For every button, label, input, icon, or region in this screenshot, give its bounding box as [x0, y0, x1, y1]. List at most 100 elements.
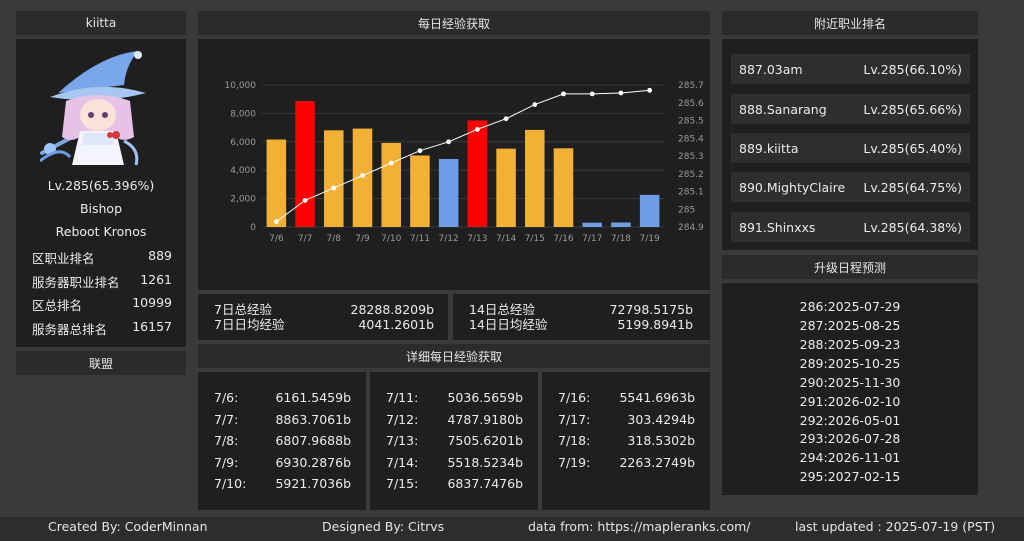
- prediction-item: 287:2025-08-25: [799, 318, 901, 333]
- exp-bar: [410, 155, 430, 227]
- prediction-panel: [722, 283, 978, 495]
- y-tick-label: 4,000: [230, 166, 256, 176]
- ranking-player-name: 890.MightyClaire: [739, 179, 846, 195]
- detail-col3-panel: [542, 372, 710, 510]
- prediction-item: 295:2027-02-15: [799, 469, 901, 484]
- prediction-item: 292:2026-05-01: [799, 413, 901, 428]
- detail-row: 7/16: 5541.6963b: [558, 390, 695, 405]
- exp-bar: [295, 101, 315, 227]
- ranking-title: 附近职业排名: [813, 16, 886, 31]
- character-server: Reboot Kronos: [55, 224, 147, 239]
- ranking-item[interactable]: 887.03am Lv.285(66.10%): [731, 54, 970, 84]
- detail-value: 6837.7476b: [447, 476, 523, 491]
- level-point: [446, 139, 452, 145]
- level-progress-line: [276, 89, 650, 223]
- level-point: [474, 126, 480, 132]
- detail-date: 7/13:: [386, 433, 419, 448]
- stat-value: 1261: [140, 272, 172, 287]
- x-tick-label: 7/12: [439, 234, 459, 244]
- x-tick-label: 7/6: [269, 234, 284, 244]
- summary-value: 28288.8209b: [350, 302, 434, 317]
- summary-14day-avg: 14日日均经验 5199.8941b: [469, 318, 693, 332]
- prediction-item: 289:2025-10-25: [799, 356, 901, 371]
- level-point: [302, 197, 308, 203]
- stat-row-region-total-rank: 区总排名 10999: [32, 295, 172, 314]
- summary-label: 7日总经验: [214, 302, 272, 317]
- detail-date: 7/19:: [558, 455, 591, 470]
- character-avatar: [40, 51, 146, 166]
- x-tick-label: 7/18: [611, 234, 631, 244]
- x-tick-label: 7/13: [467, 234, 487, 244]
- detail-value: 7505.6201b: [447, 433, 523, 448]
- footer-designed-by: Designed By: Citrvs: [322, 519, 445, 534]
- detail-date: 7/11:: [386, 390, 419, 405]
- exp-bar: [611, 222, 631, 227]
- detail-date: 7/12:: [386, 412, 419, 427]
- exp-bar: [324, 130, 344, 227]
- detail-row: 7/18: 318.5302b: [558, 433, 695, 448]
- detail-value: 5541.6963b: [619, 390, 695, 405]
- detail-title: 详细每日经验获取: [405, 349, 502, 364]
- character-job: Bishop: [79, 201, 123, 216]
- detail-row: 7/11: 5036.5659b: [386, 390, 523, 405]
- footer-last-updated: last updated : 2025-07-19 (PST): [795, 519, 996, 534]
- level-point: [561, 91, 566, 97]
- y-tick-label: 0: [250, 223, 256, 233]
- stat-row-region-job-rank: 区职业排名 889: [32, 248, 172, 267]
- exp-chart-header: 每日经验获取: [198, 11, 710, 35]
- x-tick-label: 7/9: [355, 234, 370, 244]
- level-point: [532, 102, 538, 107]
- ranking-item[interactable]: 891.Shinxxs Lv.285(64.38%): [731, 212, 970, 242]
- detail-row: 7/13: 7505.6201b: [386, 433, 523, 448]
- summary-7day-panel: [198, 294, 448, 340]
- y2-tick-label: 285.4: [678, 134, 704, 144]
- x-tick-label: 7/7: [298, 234, 312, 244]
- exp-bar: [496, 148, 516, 227]
- summary-label: 14日总经验: [469, 302, 535, 317]
- ranking-item[interactable]: 890.MightyClaire Lv.285(64.75%): [731, 172, 970, 202]
- detail-col2-panel: [370, 372, 538, 510]
- summary-7day-avg: 7日日均经验 4041.2601b: [214, 318, 434, 332]
- exp-bar-chart: 0 2,000 4,000 6,000 8,000 10,000 284.9 285 285.1…: [225, 81, 705, 244]
- level-point: [647, 87, 653, 93]
- x-tick-label: 7/14: [496, 234, 516, 244]
- prediction-item: 291:2026-02-10: [799, 394, 901, 409]
- detail-date: 7/15:: [386, 476, 419, 491]
- detail-value: 6161.5459b: [275, 390, 351, 405]
- y2-tick-label: 285.5: [678, 117, 704, 127]
- y-tick-label: 8,000: [230, 109, 256, 119]
- alliance-label: 联盟: [88, 356, 113, 371]
- detail-row: 7/10: 5921.7036b: [214, 476, 351, 491]
- prediction-item: 288:2025-09-23: [799, 337, 901, 352]
- prediction-item: 294:2026-11-01: [799, 450, 901, 465]
- y-tick-label: 6,000: [230, 138, 256, 148]
- detail-header: 详细每日经验获取: [198, 344, 710, 368]
- detail-value: 8863.7061b: [275, 412, 351, 427]
- detail-date: 7/9:: [214, 455, 239, 470]
- exp-bar: [525, 129, 545, 227]
- stat-value: 16157: [132, 319, 172, 334]
- level-point: [273, 219, 279, 225]
- level-point: [589, 91, 595, 97]
- detail-value: 5036.5659b: [447, 390, 523, 405]
- x-tick-label: 7/11: [410, 234, 430, 244]
- x-tick-label: 7/10: [381, 234, 401, 244]
- detail-date: 7/16:: [558, 390, 591, 405]
- exp-bar: [639, 194, 660, 227]
- stat-row-server-total-rank: 服务器总排名 16157: [32, 319, 172, 338]
- detail-value: 6930.2876b: [275, 455, 351, 470]
- ranking-player-level: Lv.285(65.66%): [863, 101, 962, 117]
- prediction-title: 升级日程预测: [813, 260, 886, 275]
- footer-data-source[interactable]: data from: https://mapleranks.com/: [528, 519, 751, 534]
- level-point: [503, 116, 509, 122]
- detail-value: 318.5302b: [627, 433, 695, 448]
- detail-row: 7/9: 6930.2876b: [214, 455, 351, 470]
- y2-tick-label: 285: [678, 205, 695, 215]
- detail-date: 7/7:: [214, 412, 239, 427]
- ranking-item[interactable]: 888.Sanarang Lv.285(65.66%): [731, 94, 970, 124]
- alliance-header[interactable]: 联盟: [16, 351, 186, 375]
- x-tick-label: 7/16: [553, 234, 573, 244]
- detail-date: 7/14:: [386, 455, 419, 470]
- ranking-item[interactable]: 889.kiitta Lv.285(65.40%): [731, 133, 970, 163]
- character-level: Lv.285(65.396%): [47, 178, 155, 193]
